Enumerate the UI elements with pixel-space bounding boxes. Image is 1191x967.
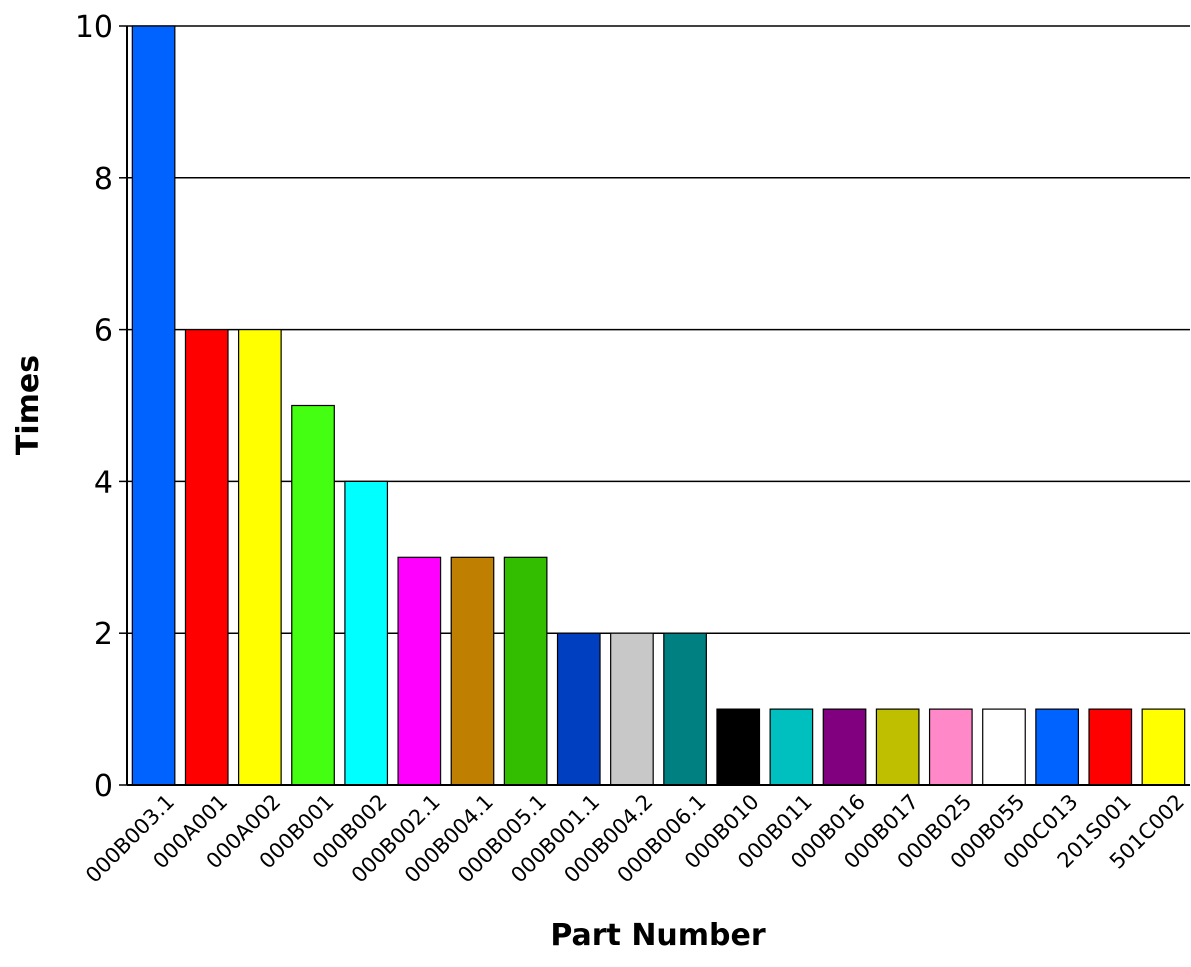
y-tick-label: 0 (94, 769, 113, 804)
bar-000B003.1 (131, 25, 176, 786)
y-tick-label: 2 (94, 617, 113, 652)
y-tick-labels: 0 2 4 6 8 10 (75, 10, 127, 804)
y-axis-title: Times (11, 355, 46, 455)
bar-201S001 (1088, 708, 1133, 786)
y-tick-label: 10 (75, 10, 113, 45)
bar-000B010 (716, 708, 761, 786)
bar-000B006.1 (663, 632, 707, 786)
bar-000A002 (238, 329, 282, 786)
y-tick-label: 8 (94, 162, 113, 197)
bar-000B016 (822, 708, 867, 786)
bar-501C002 (1141, 708, 1186, 786)
bar-000B017 (875, 708, 920, 786)
bar-000C013 (1035, 708, 1079, 786)
bars (131, 25, 1186, 786)
bar-000B002.1 (397, 556, 442, 786)
x-tick-labels: 000B003.1000A001000A002000B001000B002000… (81, 790, 1189, 888)
gridlines (127, 25, 1190, 634)
bar-000B025 (928, 708, 973, 786)
y-tick-label: 6 (94, 314, 113, 349)
bar-000B005.1 (503, 556, 548, 786)
bar-000B004.2 (610, 632, 654, 786)
bar-000B011 (769, 708, 814, 786)
y-tick-label: 4 (94, 465, 113, 500)
bar-000B055 (982, 708, 1026, 786)
bar-000B001.1 (556, 632, 601, 786)
bar-000A001 (184, 329, 229, 786)
bar-000B001 (291, 404, 335, 786)
bar-000B002 (344, 480, 389, 786)
x-axis-title: Part Number (550, 918, 766, 953)
bar-000B004.1 (450, 556, 495, 786)
